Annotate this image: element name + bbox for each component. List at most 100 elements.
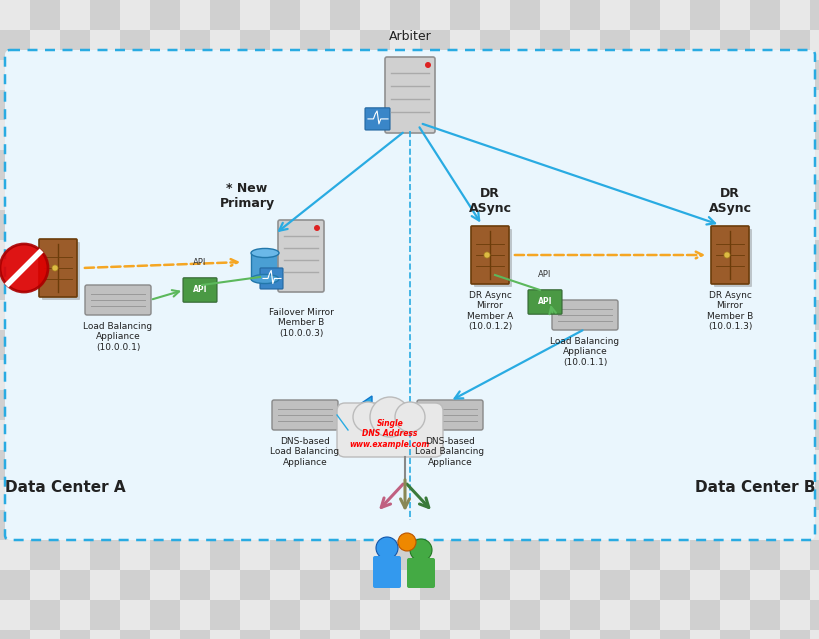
Bar: [240, 480, 269, 510]
Bar: [210, 360, 240, 390]
Bar: [0, 630, 30, 639]
Bar: [809, 240, 819, 270]
Bar: [30, 450, 60, 480]
Bar: [60, 330, 90, 360]
Bar: [210, 60, 240, 90]
Bar: [779, 180, 809, 210]
Bar: [600, 0, 629, 30]
Bar: [0, 90, 30, 120]
Bar: [210, 480, 240, 510]
Bar: [809, 0, 819, 30]
Bar: [120, 210, 150, 240]
Bar: [569, 540, 600, 570]
Bar: [390, 300, 419, 330]
Bar: [479, 180, 509, 210]
Bar: [749, 630, 779, 639]
Bar: [689, 300, 719, 330]
Circle shape: [376, 537, 397, 559]
Bar: [419, 60, 450, 90]
Bar: [749, 390, 779, 420]
Bar: [659, 630, 689, 639]
Bar: [509, 30, 540, 60]
Bar: [749, 480, 779, 510]
Bar: [269, 210, 300, 240]
Bar: [329, 210, 360, 240]
Text: DNS-based
Load Balancing
Appliance: DNS-based Load Balancing Appliance: [415, 437, 484, 467]
Bar: [600, 570, 629, 600]
Bar: [210, 450, 240, 480]
Bar: [30, 630, 60, 639]
Bar: [329, 240, 360, 270]
Bar: [600, 480, 629, 510]
Bar: [749, 60, 779, 90]
Bar: [390, 330, 419, 360]
Bar: [150, 0, 180, 30]
Bar: [809, 390, 819, 420]
FancyBboxPatch shape: [470, 226, 509, 284]
Bar: [719, 600, 749, 630]
Bar: [210, 390, 240, 420]
Circle shape: [352, 402, 382, 432]
Bar: [90, 0, 120, 30]
Bar: [30, 300, 60, 330]
Bar: [479, 60, 509, 90]
Bar: [390, 420, 419, 450]
Circle shape: [410, 539, 432, 561]
Bar: [90, 60, 120, 90]
Bar: [689, 90, 719, 120]
Bar: [269, 510, 300, 540]
Bar: [60, 630, 90, 639]
Text: Load Balancing
Appliance
(10.0.1.1): Load Balancing Appliance (10.0.1.1): [550, 337, 619, 367]
Bar: [600, 120, 629, 150]
Bar: [719, 180, 749, 210]
Bar: [240, 60, 269, 90]
Bar: [659, 120, 689, 150]
Bar: [509, 390, 540, 420]
Bar: [60, 600, 90, 630]
Bar: [629, 300, 659, 330]
Bar: [719, 120, 749, 150]
Bar: [60, 390, 90, 420]
Bar: [30, 540, 60, 570]
Bar: [629, 30, 659, 60]
Bar: [90, 240, 120, 270]
Bar: [659, 510, 689, 540]
Bar: [269, 420, 300, 450]
Bar: [0, 60, 30, 90]
Bar: [240, 180, 269, 210]
Bar: [749, 330, 779, 360]
Bar: [809, 540, 819, 570]
Bar: [150, 330, 180, 360]
Bar: [240, 600, 269, 630]
Bar: [60, 210, 90, 240]
Bar: [150, 360, 180, 390]
Bar: [540, 120, 569, 150]
Bar: [150, 510, 180, 540]
Bar: [269, 150, 300, 180]
Bar: [450, 30, 479, 60]
Bar: [60, 60, 90, 90]
Bar: [689, 480, 719, 510]
Bar: [540, 0, 569, 30]
Bar: [809, 600, 819, 630]
Bar: [419, 600, 450, 630]
Bar: [90, 600, 120, 630]
Bar: [269, 300, 300, 330]
Bar: [719, 570, 749, 600]
Bar: [689, 630, 719, 639]
Bar: [120, 570, 150, 600]
Bar: [600, 510, 629, 540]
Bar: [659, 450, 689, 480]
Bar: [240, 630, 269, 639]
Bar: [30, 330, 60, 360]
Bar: [540, 600, 569, 630]
Bar: [629, 450, 659, 480]
Bar: [210, 570, 240, 600]
Bar: [150, 390, 180, 420]
Bar: [269, 330, 300, 360]
Bar: [659, 210, 689, 240]
Bar: [809, 420, 819, 450]
Bar: [0, 300, 30, 330]
Bar: [0, 510, 30, 540]
Bar: [0, 450, 30, 480]
